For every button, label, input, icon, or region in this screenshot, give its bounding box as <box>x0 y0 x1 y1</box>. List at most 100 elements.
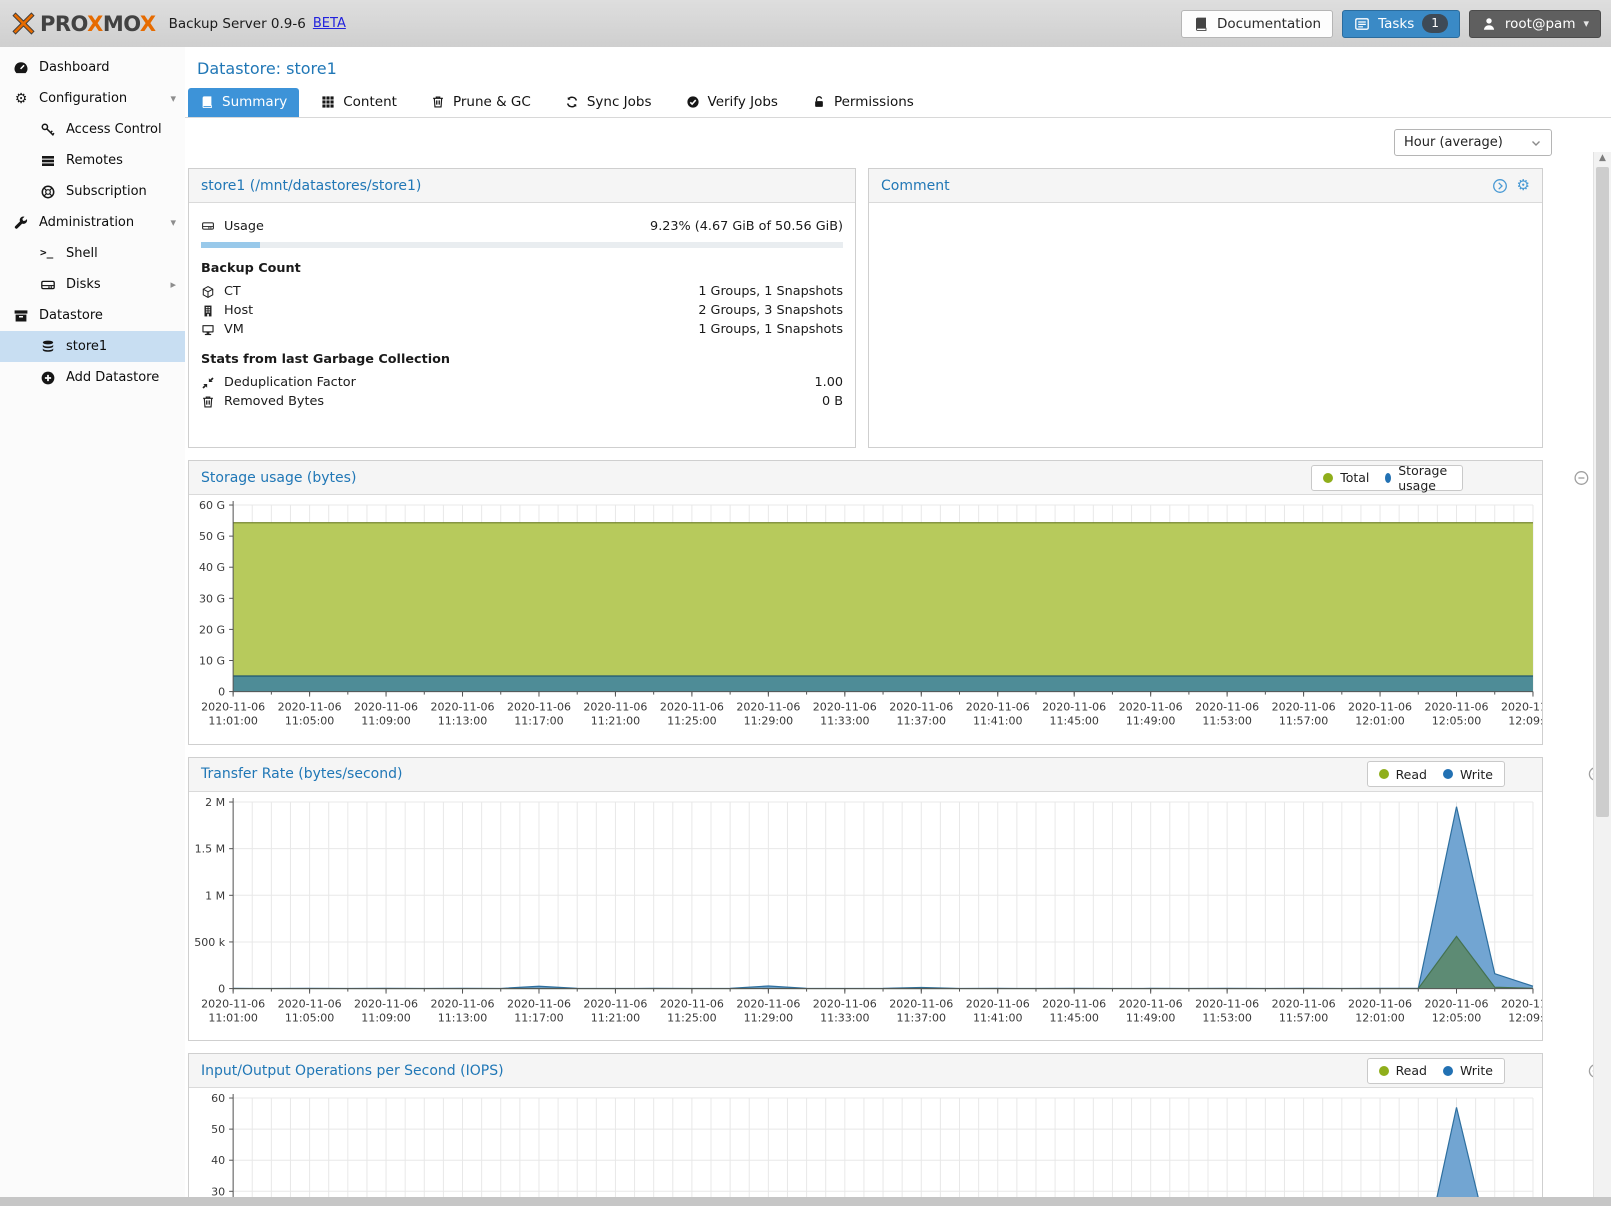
svg-text:11:25:00: 11:25:00 <box>667 1011 716 1024</box>
vertical-scrollbar[interactable]: ▲ <box>1593 152 1611 1197</box>
svg-text:2020-11-06: 2020-11-06 <box>1501 701 1542 714</box>
product-version-label: Backup Server 0.9-6 <box>168 15 306 32</box>
svg-text:11:01:00: 11:01:00 <box>208 715 257 728</box>
tab-content[interactable]: Content <box>309 88 409 117</box>
svg-text:2020-11-06: 2020-11-06 <box>889 997 953 1010</box>
svg-text:2020-11-06: 2020-11-06 <box>431 701 495 714</box>
legend-item-read[interactable]: Read <box>1378 1063 1427 1078</box>
collapse-minus-circle-icon[interactable] <box>1472 470 1611 486</box>
sidebar-item-access-control[interactable]: Access Control <box>0 114 185 145</box>
time-range-select[interactable]: Hour (average) <box>1394 129 1552 156</box>
sidebar-item-dashboard[interactable]: Dashboard <box>0 52 185 83</box>
svg-text:11:09:00: 11:09:00 <box>361 1011 410 1024</box>
svg-text:20 G: 20 G <box>199 623 225 636</box>
svg-text:2020-11-06: 2020-11-06 <box>201 997 265 1010</box>
legend-item-write[interactable]: Write <box>1442 1063 1493 1078</box>
tab-verify-jobs[interactable]: Verify Jobs <box>674 88 790 117</box>
main-content: Datastore: store1 Summary Content <box>185 47 1611 1206</box>
svg-text:11:01:00: 11:01:00 <box>208 1011 257 1024</box>
svg-text:30 G: 30 G <box>199 592 225 605</box>
sidebar-item-subscription[interactable]: Subscription <box>0 176 185 207</box>
sidebar-item-add-datastore[interactable]: Add Datastore <box>0 362 185 393</box>
svg-text:2020-11-06: 2020-11-06 <box>1119 997 1183 1010</box>
gc-row-dedup: Deduplication Factor 1.00 <box>201 373 843 392</box>
legend-item-write[interactable]: Write <box>1442 767 1493 782</box>
sidebar-item-datastore[interactable]: Datastore <box>0 300 185 331</box>
svg-text:12:01:00: 12:01:00 <box>1355 1011 1404 1024</box>
tasks-count-badge: 1 <box>1422 14 1448 33</box>
svg-text:2020-11-06: 2020-11-06 <box>1348 997 1412 1010</box>
legend-item-read[interactable]: Read <box>1378 767 1427 782</box>
backup-row-host: Host 2 Groups, 3 Snapshots <box>201 301 843 320</box>
transfer-rate-chart-panel: Transfer Rate (bytes/second) Read Write … <box>188 756 1603 1042</box>
svg-text:11:41:00: 11:41:00 <box>973 1011 1022 1024</box>
book-icon <box>1195 17 1207 31</box>
chart-legend[interactable]: Read Write <box>1366 1057 1505 1084</box>
task-list-icon <box>1355 17 1369 30</box>
svg-text:2020-11-06: 2020-11-06 <box>1119 701 1183 714</box>
gear-icon[interactable]: ⚙ <box>1516 176 1530 194</box>
sidebar-item-configuration[interactable]: ⚙ Configuration ▾ <box>14 90 176 107</box>
tasks-button[interactable]: Tasks 1 <box>1342 9 1460 38</box>
sidebar-item-store1[interactable]: store1 <box>0 331 185 362</box>
caret-right-icon[interactable]: ▸ <box>170 278 176 291</box>
chart-title: Storage usage (bytes) <box>201 469 357 486</box>
svg-text:11:49:00: 11:49:00 <box>1126 1011 1175 1024</box>
sidebar-item-shell[interactable]: >_ Shell <box>40 245 98 262</box>
summary-toolbar: Hour (average) <box>185 118 1611 168</box>
book-icon <box>202 96 212 109</box>
tab-summary[interactable]: Summary <box>188 88 300 117</box>
legend-dot <box>1442 769 1453 780</box>
svg-text:2020-11-06: 2020-11-06 <box>354 701 418 714</box>
documentation-button[interactable]: Documentation <box>1181 9 1334 38</box>
svg-text:2020-11-06: 2020-11-06 <box>1042 997 1106 1010</box>
caret-down-icon[interactable]: ▾ <box>170 216 176 229</box>
svg-text:50: 50 <box>211 1124 225 1137</box>
chart-legend[interactable]: Total Storage usage <box>1311 463 1464 493</box>
svg-text:11:13:00: 11:13:00 <box>438 1011 487 1024</box>
tab-prune-gc[interactable]: Prune & GC <box>419 88 543 117</box>
svg-text:2020-11-06: 2020-11-06 <box>1272 701 1336 714</box>
hard-disk-icon <box>41 280 55 289</box>
svg-text:2020-11-06: 2020-11-06 <box>1272 997 1336 1010</box>
svg-text:500 k: 500 k <box>194 936 226 949</box>
key-icon <box>41 123 55 136</box>
svg-text:2020-11-06: 2020-11-06 <box>736 997 800 1010</box>
usage-label: Usage <box>224 218 264 234</box>
svg-text:1.5 M: 1.5 M <box>195 842 226 855</box>
window-bottom-scrollbar[interactable] <box>0 1197 1611 1206</box>
tab-sync-jobs[interactable]: Sync Jobs <box>553 88 664 117</box>
legend-item-total[interactable]: Total <box>1323 470 1369 485</box>
sidebar-item-remotes[interactable]: Remotes <box>0 145 185 176</box>
user-menu-button[interactable]: root@pam ▾ <box>1468 9 1601 38</box>
chart-legend[interactable]: Read Write <box>1366 761 1505 788</box>
svg-text:60: 60 <box>211 1093 225 1106</box>
svg-text:40 G: 40 G <box>199 561 225 574</box>
svg-text:2020-11-06: 2020-11-06 <box>660 701 724 714</box>
svg-text:2020-11-06: 2020-11-06 <box>583 997 647 1010</box>
chevron-down-icon <box>1532 140 1540 146</box>
scrollbar-thumb[interactable] <box>1596 167 1609 817</box>
svg-text:11:21:00: 11:21:00 <box>591 1011 640 1024</box>
comment-body[interactable] <box>869 203 1542 448</box>
svg-text:60 G: 60 G <box>199 499 225 512</box>
legend-item-storage-usage[interactable]: Storage usage <box>1385 463 1451 493</box>
compress-icon <box>202 376 214 389</box>
svg-text:50 G: 50 G <box>199 530 225 543</box>
caret-down-icon[interactable]: ▾ <box>170 92 176 105</box>
svg-text:11:33:00: 11:33:00 <box>820 1011 869 1024</box>
storage-usage-chart-panel: Storage usage (bytes) Total Storage usag… <box>188 460 1589 745</box>
legend-dot <box>1442 1065 1453 1076</box>
sidebar-item-administration[interactable]: Administration ▾ <box>0 207 185 238</box>
scroll-up-arrow[interactable]: ▲ <box>1599 153 1606 163</box>
sync-icon <box>566 96 577 108</box>
sidebar-item-disks[interactable]: Disks ▸ <box>0 269 185 300</box>
archive-icon <box>14 309 28 321</box>
chevron-right-circle-icon[interactable] <box>1492 178 1508 194</box>
chart-title: Input/Output Operations per Second (IOPS… <box>201 1062 504 1079</box>
svg-text:2020-11-06: 2020-11-06 <box>1424 701 1488 714</box>
beta-link[interactable]: BETA <box>312 16 346 31</box>
desktop-icon <box>202 324 214 335</box>
tab-permissions[interactable]: Permissions <box>800 88 926 117</box>
